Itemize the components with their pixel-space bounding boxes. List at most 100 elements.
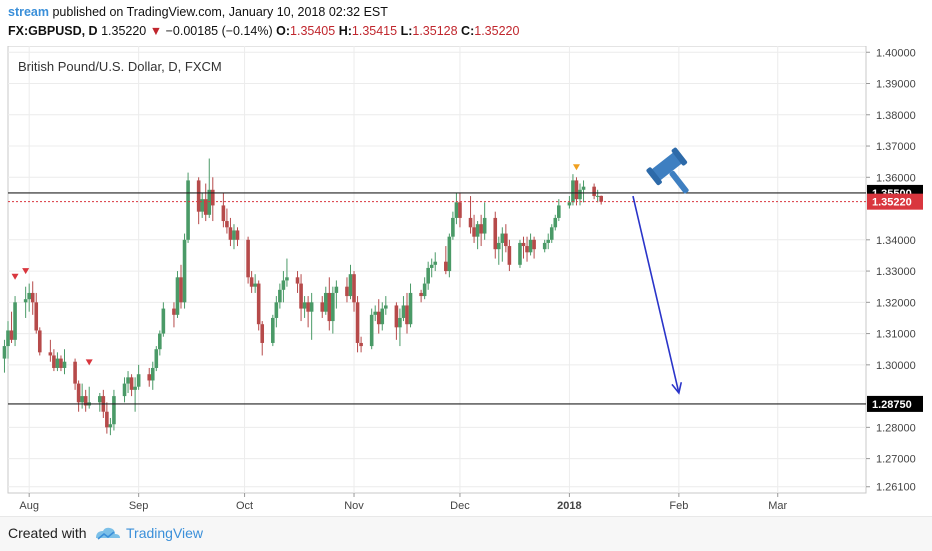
candle-body [581,186,586,190]
last-price-label: 1.35220 [872,197,912,209]
candle-body [147,374,152,381]
y-tick-label: 1.36000 [876,172,916,184]
candle-body [599,195,603,202]
candle-body [200,199,204,212]
candle-body [380,308,385,325]
candle-body [274,302,279,318]
plot-frame [7,46,867,494]
candle-body [334,286,339,293]
x-tick-label: Nov [344,500,364,512]
x-tick-label: Dec [450,500,470,512]
price-change: −0.00185 (−0.14%) [165,24,273,38]
candle-body [158,333,162,350]
candle-body [454,202,459,218]
trend-line-segment [632,195,680,394]
x-tick-label: Aug [19,500,39,512]
candle-body [203,199,208,215]
candle-body [225,221,229,228]
down-arrow-icon: ▼ [149,24,163,38]
trend-line[interactable] [632,195,683,395]
candle-body [271,317,275,343]
candle-body [578,189,582,200]
candle-body [306,302,310,312]
candle-body [376,311,381,325]
candle-body [27,292,31,300]
x-axis: Aug Sep Oct Nov Dec 2018 Feb Mar [19,493,788,512]
y-tick-label: 1.37000 [876,141,916,153]
signal-marker [22,268,30,275]
last-price: 1.35220 [101,24,147,38]
candle-body [161,308,166,334]
candle-body [23,299,28,303]
chart-header: stream published on TradingView.com, Jan… [0,0,932,46]
candle-body [281,280,286,290]
y-tick-label: 1.39000 [876,79,916,91]
y-tick-label: 1.34000 [876,235,916,247]
symbol-name[interactable]: FX:GBPUSD, D [8,24,98,38]
candle-body [228,227,233,240]
x-tick-label: 2018 [557,500,581,512]
horizontal-lines[interactable] [8,192,866,405]
candle-body [285,277,289,281]
price-chart[interactable]: British Pound/U.S. Dollar, D, FXCM Aug Se… [0,46,932,516]
candle-body [479,224,483,234]
candle-body [136,374,141,387]
candle-body [73,361,77,384]
candle-body [62,361,67,368]
candle-body [394,305,399,328]
candle-body [507,246,512,265]
signal-marker [572,164,580,171]
candle-body [30,292,35,303]
chart-title: British Pound/U.S. Dollar, D, FXCM [18,59,222,74]
candle-body [278,289,282,303]
tradingview-brand[interactable]: TradingView [126,525,204,541]
candle-body [369,314,374,347]
open-label: O: [276,24,291,38]
candle-body [129,377,134,390]
candle-body [468,217,473,228]
candle-body [574,180,579,200]
candle-body [475,224,480,237]
gavel-icon [646,147,689,194]
y-tick-label: 1.40000 [876,47,916,59]
candle-body [327,292,332,322]
candle-body [172,308,176,315]
high-value: 1.35415 [351,24,398,38]
y-tick-label: 1.33000 [876,266,916,278]
candle-body [98,396,102,403]
candle-body [210,189,215,206]
candle-body [504,233,508,247]
candle-body [253,283,257,287]
candle-body [557,205,561,218]
candle-body [221,205,226,222]
candle-body [154,349,159,368]
open-value: 1.35405 [290,24,336,38]
candle-body [496,242,501,250]
candle-body [182,239,187,303]
candle-body [482,217,487,234]
candle-body [59,358,63,368]
tradingview-logo-icon [96,527,120,540]
candle-body [122,383,127,397]
candle-body [55,358,60,368]
candle-body [260,324,265,343]
candle-body [323,292,328,312]
candle-body [433,261,438,265]
candle-body [426,267,430,284]
low-label: L: [400,24,413,38]
signal-marker [85,359,93,366]
candle-body [80,396,84,403]
author-link[interactable]: stream [8,5,49,19]
candle-body [126,377,130,384]
candle-body [207,189,212,215]
y-tick-label: 1.28000 [876,422,916,434]
candle-body [133,386,137,390]
candle-body [398,317,402,328]
candle-body [419,292,423,297]
candle-body [52,355,56,368]
y-tick-label: 1.31000 [876,329,916,341]
candle-body [186,180,190,240]
candle-body [444,261,448,272]
candle-body [447,236,452,272]
candle-body [429,264,434,268]
